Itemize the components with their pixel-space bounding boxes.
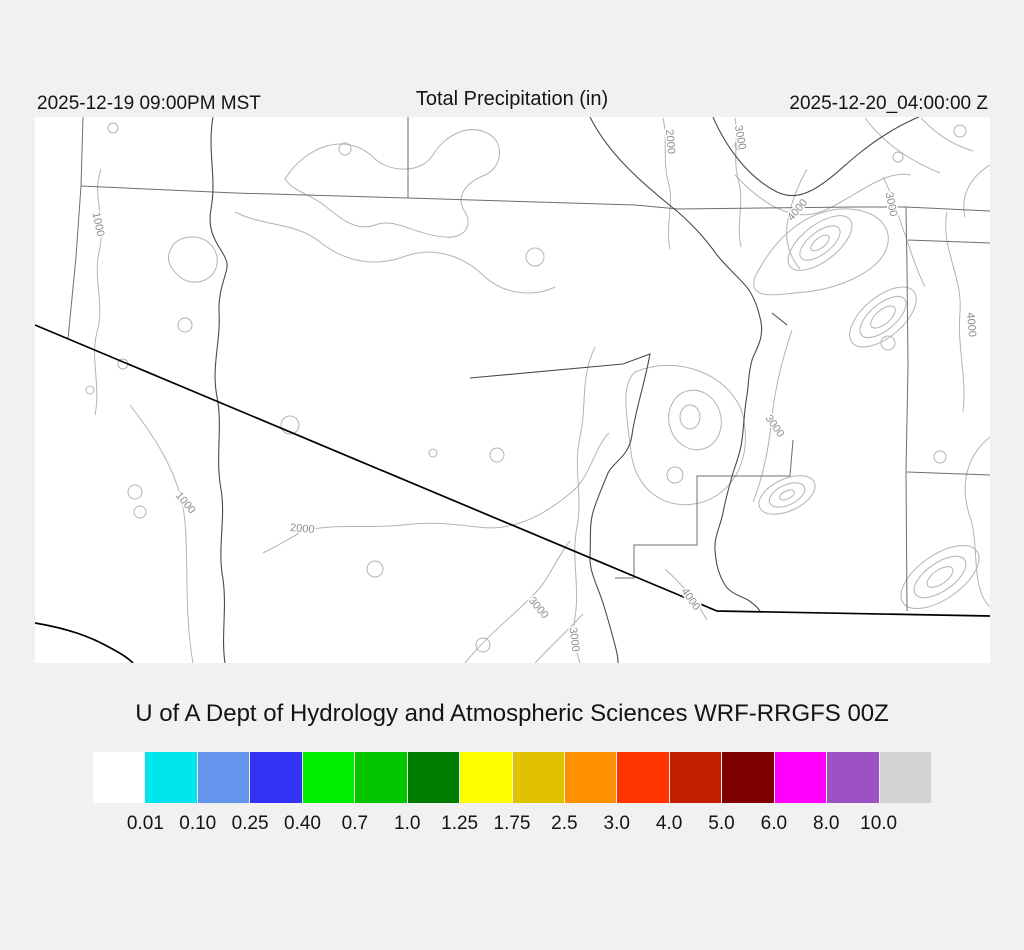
colorbar-tick-label: 8.0: [813, 813, 840, 834]
river-boundaries: [209, 117, 920, 663]
contour-label: 4000: [679, 586, 703, 613]
elevation-contours: [85, 117, 990, 663]
colorbar-swatch: [722, 752, 774, 803]
colorbar-tick-label: 4.0: [655, 813, 683, 834]
colorbar-tick-labels: 0.01 0.10 0.25 0.40 0.7 1.0 1.25 1.75 2.5 3.0 4.0 5…: [93, 813, 931, 837]
colorbar-swatch: [774, 752, 827, 803]
plot-title: Total Precipitation (in): [415, 88, 609, 110]
map-canvas: 1000 2000 3000 4000 3000 4000 3000 1000 2000 3000…: [35, 117, 990, 663]
colorbar-tick-label: 1.75: [493, 813, 531, 834]
colorbar-swatch: [564, 752, 617, 803]
colorbar-swatch: [145, 752, 197, 803]
contour-label: 2000: [290, 522, 315, 536]
colorbar-tick-label: 0.01: [126, 813, 164, 834]
colorbar-swatch: [879, 752, 931, 803]
state-border: [35, 324, 990, 663]
contour-label: 3000: [883, 191, 900, 217]
contour-labels-layer: 1000 2000 3000 4000 3000 4000 3000 1000 2000 3000…: [88, 123, 980, 654]
county-boundaries: [67, 117, 990, 612]
colorbar-tick-label: 1.25: [441, 813, 479, 834]
colorbar-tick-label: 2.5: [551, 813, 578, 834]
colorbar-tick-label: 0.40: [284, 813, 321, 834]
colorbar-tick-label: 0.7: [341, 813, 369, 834]
colorbar-swatch: [407, 752, 460, 803]
contour-label: 1000: [173, 490, 198, 516]
precip-colorbar: [93, 752, 931, 803]
colorbar-tick-label: 0.25: [231, 813, 269, 834]
contour-label: 1000: [90, 211, 107, 237]
colorbar-tick-label: 3.0: [603, 813, 630, 834]
colorbar-tick-label: 5.0: [708, 813, 735, 834]
contour-label: 2000: [663, 129, 677, 154]
colorbar-swatch: [93, 752, 145, 803]
contour-label: 3000: [732, 124, 748, 150]
credit-line: U of A Dept of Hydrology and Atmospheric…: [135, 700, 889, 727]
contour-label: 4000: [964, 312, 978, 337]
colorbar-swatch: [512, 752, 564, 803]
colorbar-swatch: [669, 752, 722, 803]
colorbar-swatch: [460, 752, 512, 803]
colorbar-tick-label: 1.0: [394, 813, 421, 834]
contour-label: 3000: [526, 595, 551, 621]
colorbar-tick-label: 0.10: [179, 813, 217, 834]
colorbar-swatch: [827, 752, 879, 803]
colorbar-swatch: [302, 752, 355, 803]
colorbar-swatch: [250, 752, 302, 803]
colorbar-swatch: [197, 752, 250, 803]
colorbar-swatch: [617, 752, 669, 803]
colorbar-swatch: [355, 752, 407, 803]
contour-label: 3000: [763, 413, 787, 440]
terrain-contour-map: 1000 2000 3000 4000 3000 4000 3000 1000 2000 3000…: [35, 117, 990, 663]
contour-label: 3000: [567, 627, 582, 653]
valid-time-label: 2025-12-20_04:00:00 Z: [789, 93, 988, 114]
colorbar-tick-label: 10.0: [860, 813, 898, 834]
colorbar-tick-label: 6.0: [760, 813, 788, 834]
init-time-label: 2025-12-19 09:00PM MST: [37, 93, 261, 114]
